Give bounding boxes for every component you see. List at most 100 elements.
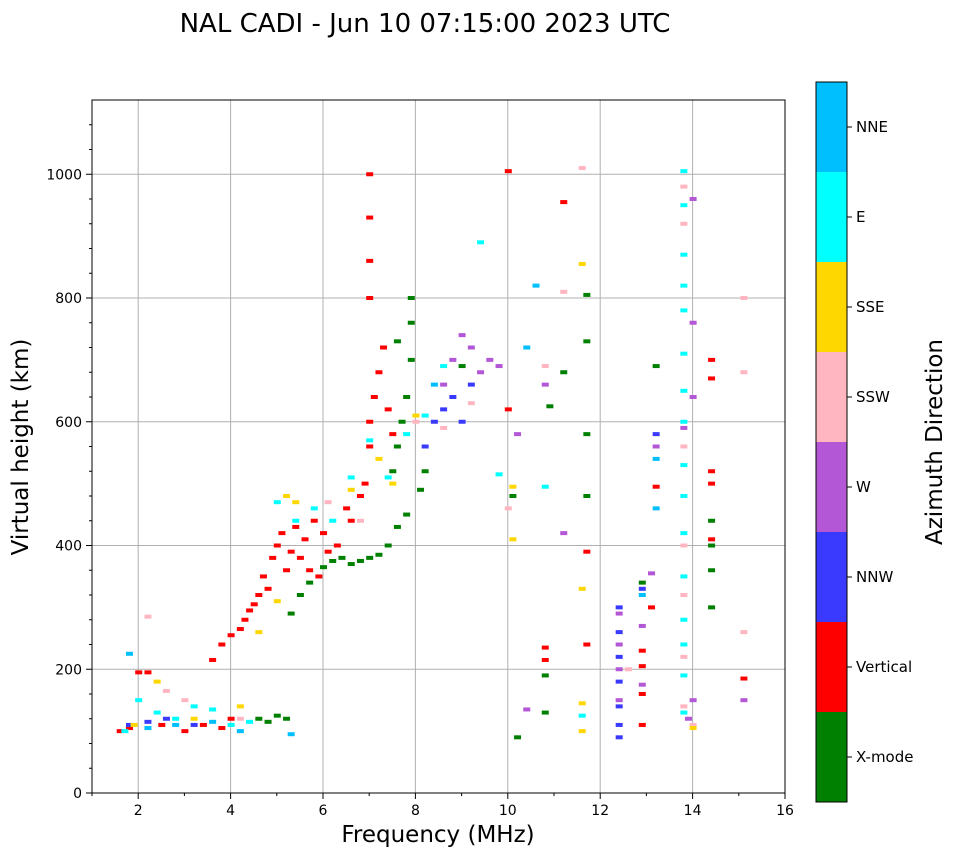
- data-point-vertical: [255, 593, 263, 597]
- data-point-nnw: [615, 679, 623, 684]
- data-point-x-mode: [708, 605, 716, 610]
- data-point-w: [440, 382, 448, 387]
- data-point-nne: [144, 726, 152, 731]
- data-point-vertical: [638, 722, 646, 727]
- data-point-e: [680, 308, 688, 313]
- data-point-vertical: [218, 726, 226, 731]
- data-point-nne: [172, 722, 180, 727]
- data-point-nnw: [652, 432, 660, 437]
- data-point-vertical: [324, 549, 332, 554]
- data-point-nnw: [638, 586, 646, 591]
- data-point-x-mode: [338, 555, 346, 560]
- data-point-w: [467, 345, 475, 350]
- data-point-vertical: [287, 549, 295, 554]
- data-point-ssw: [680, 704, 688, 709]
- data-point-nnw: [615, 722, 623, 727]
- data-point-sse: [292, 500, 300, 505]
- data-point-nnw: [449, 395, 457, 399]
- data-point-vertical: [384, 407, 392, 412]
- data-point-x-mode: [407, 320, 415, 325]
- data-point-x-mode: [417, 487, 425, 492]
- data-point-ssw: [680, 184, 688, 189]
- data-point-x-mode: [421, 469, 429, 474]
- data-point-ssw: [578, 166, 586, 171]
- data-point-vertical: [638, 692, 646, 696]
- data-point-e: [227, 722, 235, 727]
- data-point-e: [680, 531, 688, 536]
- data-point-ssw: [356, 518, 364, 523]
- colorbar-tick-label: SSE: [856, 298, 885, 316]
- data-point-e: [680, 388, 688, 393]
- data-point-ssw: [440, 425, 448, 430]
- data-point-w: [449, 357, 457, 362]
- y-axis-ticks: 0 200 400 600 800 1000: [46, 124, 92, 802]
- x-tick-label: 6: [319, 803, 328, 819]
- data-point-w: [689, 320, 697, 325]
- data-point-sse: [130, 722, 138, 727]
- x-axis-label: Frequency (MHz): [341, 822, 534, 848]
- colorbar-segment: [816, 82, 847, 172]
- data-point-ssw: [412, 419, 420, 424]
- data-point-ssw: [541, 364, 549, 369]
- data-point-ssw: [560, 289, 568, 294]
- data-points: [116, 166, 748, 740]
- colorbar-segment: [816, 712, 847, 802]
- data-point-x-mode: [393, 444, 401, 449]
- data-point-sse: [689, 726, 697, 731]
- data-point-w: [615, 667, 623, 672]
- x-tick-label: 10: [499, 803, 517, 819]
- data-point-w: [477, 370, 485, 375]
- data-point-e: [578, 713, 586, 718]
- data-point-w: [514, 432, 522, 437]
- data-point-e: [153, 710, 161, 715]
- data-point-vertical: [708, 481, 716, 486]
- data-point-e: [680, 673, 688, 678]
- data-point-vertical: [264, 586, 272, 591]
- data-point-x-mode: [583, 292, 591, 297]
- data-point-vertical: [638, 664, 646, 669]
- data-point-e: [246, 719, 254, 724]
- data-point-vertical: [246, 608, 254, 613]
- data-point-e: [310, 506, 318, 511]
- data-point-vertical: [144, 670, 152, 675]
- colorbar-tick-label: NNE: [856, 118, 888, 136]
- data-point-ssw: [680, 221, 688, 226]
- x-axis-ticks: 2 4 6 8 10 12 14 16: [91, 793, 794, 819]
- data-point-w: [689, 395, 697, 399]
- data-point-e: [680, 351, 688, 356]
- data-point-vertical: [250, 602, 258, 607]
- data-point-x-mode: [296, 593, 304, 597]
- data-point-x-mode: [638, 580, 646, 585]
- y-tick-label: 400: [55, 539, 82, 555]
- data-point-nne: [236, 729, 244, 734]
- data-point-e: [680, 283, 688, 288]
- data-point-e: [541, 484, 549, 489]
- data-point-nnw: [615, 735, 623, 740]
- y-tick-label: 0: [73, 786, 82, 802]
- data-point-vertical: [209, 657, 217, 662]
- data-point-e: [273, 500, 281, 505]
- data-point-sse: [153, 679, 161, 684]
- data-point-vertical: [241, 617, 249, 622]
- data-point-e: [421, 413, 429, 418]
- colorbar-label: Azimuth Direction: [922, 339, 948, 545]
- data-point-ssw: [680, 654, 688, 659]
- data-point-nne: [652, 506, 660, 511]
- data-point-w: [638, 623, 646, 628]
- data-point-e: [209, 707, 217, 712]
- data-point-x-mode: [398, 419, 406, 424]
- data-point-e: [680, 463, 688, 468]
- data-point-e: [680, 710, 688, 715]
- data-point-vertical: [504, 169, 512, 174]
- data-point-vertical: [199, 722, 207, 727]
- data-point-vertical: [236, 627, 244, 632]
- data-point-sse: [190, 716, 198, 721]
- data-point-ssw: [680, 543, 688, 548]
- y-tick-label: 600: [55, 415, 82, 431]
- data-point-e: [366, 438, 374, 443]
- data-point-vertical: [504, 407, 512, 412]
- data-point-nne: [652, 456, 660, 461]
- data-point-x-mode: [384, 543, 392, 548]
- data-point-sse: [509, 537, 517, 542]
- y-tick-label: 1000: [46, 167, 82, 183]
